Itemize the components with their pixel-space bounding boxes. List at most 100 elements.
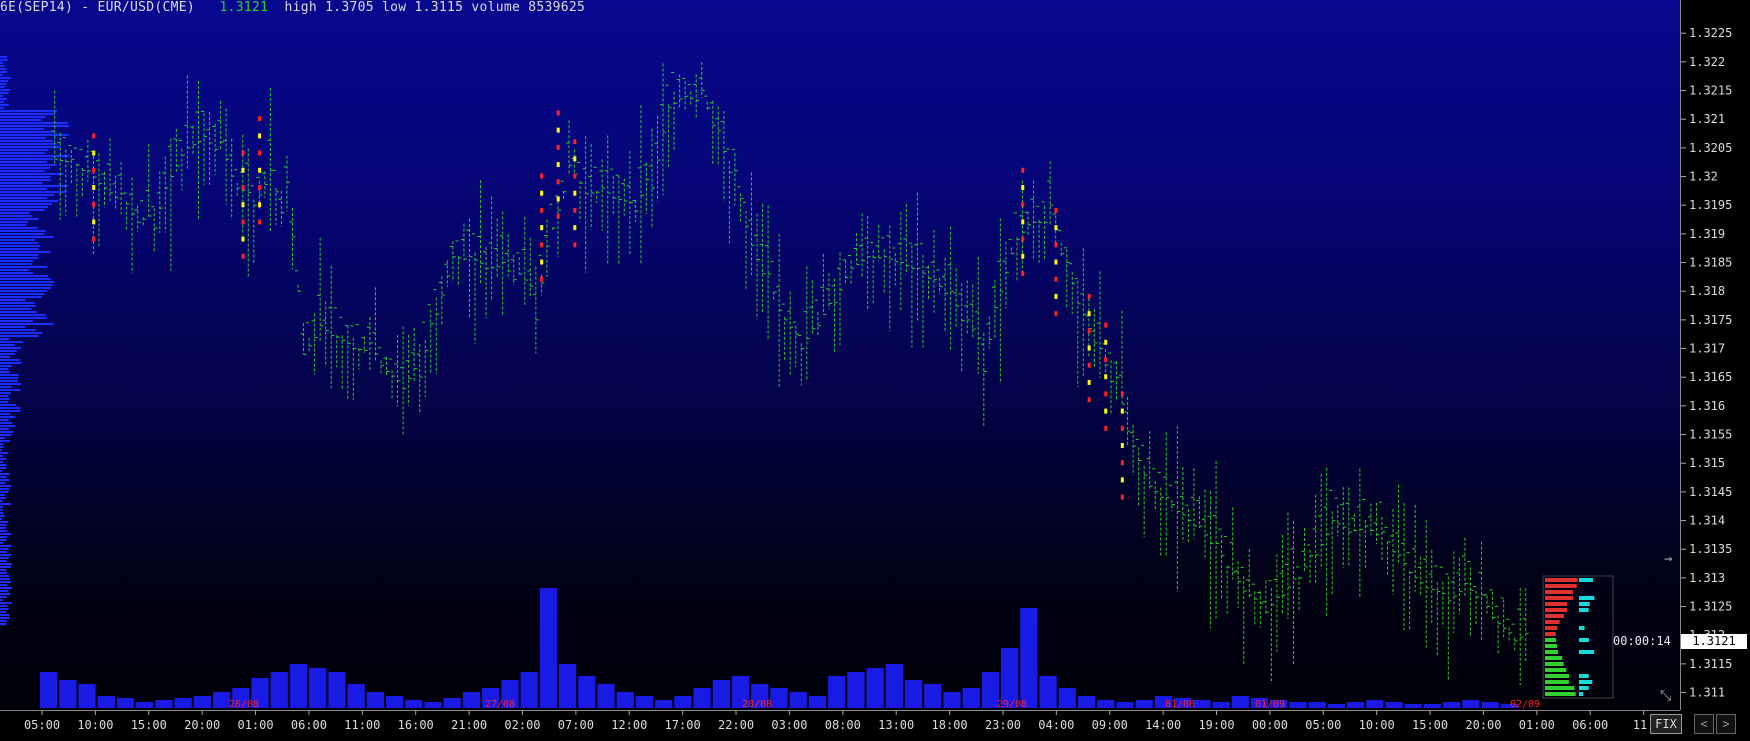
volume-highlight	[540, 242, 544, 248]
profile-bar	[0, 443, 4, 445]
price-tick-label: 1.3195	[1689, 198, 1732, 212]
time-tick-label: 23:00	[985, 718, 1021, 732]
volume-highlight	[1120, 391, 1124, 397]
scroll-left-button[interactable]: <	[1694, 714, 1714, 734]
profile-bar	[0, 554, 12, 556]
profile-bar	[0, 77, 11, 79]
price-chart[interactable]: 26/08 27/08 28/08 29/08 01/08 01/09 02/09 →	[0, 0, 1680, 710]
volume-highlight	[556, 144, 560, 150]
volume-bar	[1423, 704, 1442, 708]
profile-bar	[0, 104, 9, 106]
last-price-tag: 1.3121	[1681, 634, 1747, 649]
mini-profile-delta	[1579, 692, 1584, 696]
profile-bar	[0, 149, 49, 151]
volume-highlight	[556, 127, 560, 133]
profile-bar	[0, 230, 46, 232]
volume-bar	[1231, 696, 1249, 708]
volume-highlight	[1104, 322, 1108, 328]
volume-highlight	[1021, 271, 1025, 276]
volume-bar	[904, 680, 923, 708]
profile-bar	[0, 458, 7, 460]
mini-profile-delta	[1579, 578, 1593, 582]
chart-area[interactable]: 26/08 27/08 28/08 29/08 01/08 01/09 02/09 →	[0, 0, 1680, 710]
profile-bar	[0, 350, 17, 352]
profile-bar	[0, 71, 8, 73]
profile-bar	[0, 140, 53, 142]
profile-bar	[0, 581, 12, 583]
profile-bar	[0, 416, 16, 418]
fix-button[interactable]: FIX	[1650, 714, 1682, 734]
volume-highlight	[1120, 443, 1124, 448]
stats-label: high 1.3705 low 1.3115 volume 8539625	[284, 0, 586, 15]
mini-profile-bar	[1545, 584, 1577, 588]
price-tick-label: 1.3115	[1689, 657, 1732, 671]
profile-bar	[0, 368, 9, 370]
time-tick-label: 11:	[1633, 718, 1655, 732]
last-price-label: 1.3121	[219, 0, 269, 15]
volume-highlight	[573, 139, 577, 145]
profile-bar	[0, 551, 7, 553]
volume-highlight	[540, 276, 544, 282]
profile-bar	[0, 521, 9, 523]
profile-bar	[0, 407, 21, 409]
mini-profile-bar	[1545, 614, 1565, 618]
profile-bar	[0, 401, 9, 403]
scroll-right-button[interactable]: >	[1716, 714, 1736, 734]
volume-highlight	[92, 202, 96, 208]
profile-bar	[0, 326, 26, 328]
volume-highlight	[540, 190, 544, 196]
profile-bar	[0, 269, 29, 271]
volume-highlight	[258, 116, 262, 122]
profile-bar	[0, 254, 39, 256]
price-tick-label: 1.3175	[1689, 313, 1732, 327]
mini-profile-bar	[1545, 596, 1573, 600]
mini-profile-bar	[1545, 626, 1558, 630]
price-tick-label: 1.3125	[1689, 600, 1732, 614]
expand-icon[interactable]: ⤡	[1660, 688, 1672, 704]
profile-bar	[0, 275, 48, 277]
volume-highlight	[1087, 397, 1091, 403]
volume-bar	[751, 684, 769, 708]
volume-highlight	[1120, 425, 1124, 431]
volume-bar	[155, 700, 173, 708]
profile-bar	[0, 185, 68, 187]
volume-bar	[1500, 704, 1518, 708]
profile-bar	[0, 431, 14, 433]
profile-bar	[0, 527, 6, 529]
volume-highlight	[1104, 339, 1108, 345]
profile-bar	[0, 224, 27, 226]
profile-bar	[0, 392, 11, 394]
profile-bar	[0, 413, 11, 415]
volume-highlight	[241, 219, 245, 225]
volume-bar	[1327, 704, 1346, 708]
profile-bar	[0, 236, 54, 238]
profile-bar	[0, 125, 70, 127]
profile-bar	[0, 233, 45, 235]
volume-highlight	[1120, 408, 1124, 414]
profile-bar	[0, 461, 4, 463]
volume-bar	[78, 684, 96, 708]
time-axis[interactable]: 05:00 10:00 15:00 20:00 01:00 06:00 11:00 16:00…	[0, 710, 1680, 737]
profile-bar	[0, 209, 45, 211]
mini-profile-delta	[1579, 680, 1593, 684]
profile-bar	[0, 386, 12, 388]
price-axis[interactable]: 1.3225 1.322 1.3215 1.321 1.3205 1.32 1.3195 1.…	[1680, 0, 1750, 710]
volume-highlight	[573, 207, 577, 213]
profile-bar	[0, 515, 6, 517]
volume-highlight	[1054, 293, 1058, 299]
profile-bar	[0, 200, 59, 202]
price-tick-label: 1.317	[1689, 342, 1725, 356]
profile-bar	[0, 380, 18, 382]
volume-highlight	[92, 236, 96, 242]
profile-bar	[0, 239, 35, 241]
volume-bar	[578, 676, 596, 708]
profile-bar	[0, 323, 54, 325]
profile-bar	[0, 572, 7, 574]
profile-bar	[0, 155, 70, 157]
time-tick-label: 15:00	[1412, 718, 1448, 732]
volume-highlight	[1021, 202, 1025, 208]
profile-bar	[0, 332, 43, 334]
profile-bar	[0, 365, 12, 367]
profile-bar	[0, 542, 4, 544]
volume-highlight	[258, 150, 262, 156]
